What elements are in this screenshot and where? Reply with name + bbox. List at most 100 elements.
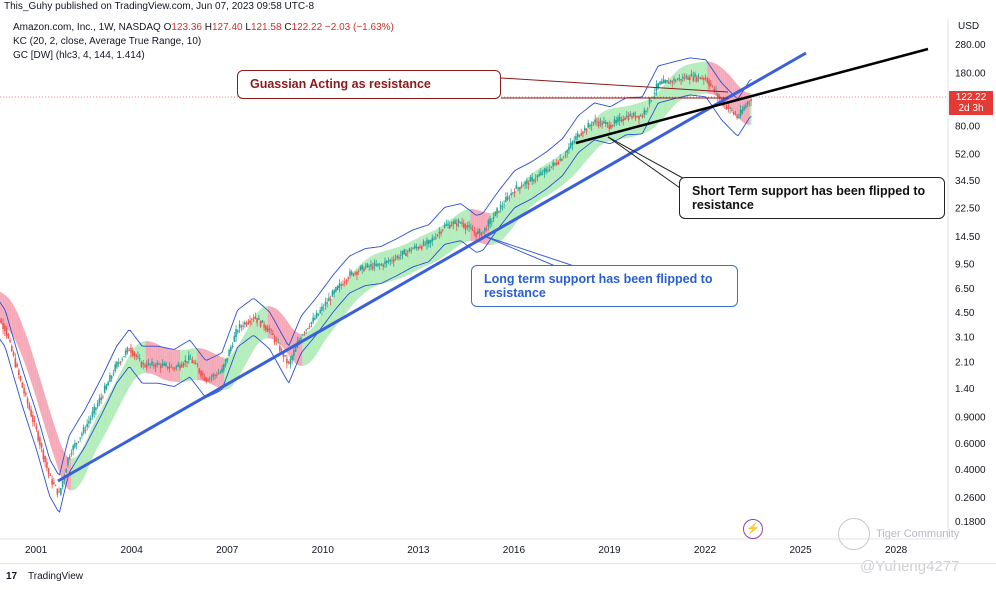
candle-body bbox=[85, 430, 87, 431]
candle-body bbox=[309, 326, 311, 327]
short-term-trendline bbox=[576, 49, 928, 143]
candle-body bbox=[481, 233, 483, 236]
candle-body bbox=[538, 174, 540, 176]
candle-body bbox=[207, 379, 209, 381]
gaussian-band-segment bbox=[256, 311, 258, 345]
long-term-support-callout[interactable]: Long term support has been flipped to re… bbox=[471, 265, 738, 307]
candle-body bbox=[512, 192, 514, 193]
gaussian-band-segment bbox=[52, 418, 54, 456]
candle-body bbox=[677, 80, 679, 81]
candle-body bbox=[44, 456, 46, 462]
candle-body bbox=[516, 185, 518, 189]
gaussian-band-segment bbox=[241, 337, 243, 372]
candle-body bbox=[572, 142, 574, 145]
candle-body bbox=[188, 355, 190, 360]
legend-high: 127.40 bbox=[212, 22, 243, 33]
candle-body bbox=[18, 370, 20, 375]
candle-body bbox=[15, 358, 17, 367]
candle-body bbox=[673, 79, 675, 81]
candle-body bbox=[174, 368, 176, 369]
bar-countdown: 2d 3h bbox=[949, 103, 993, 114]
candle-body bbox=[440, 232, 442, 234]
candle-body bbox=[547, 170, 549, 171]
candle-body bbox=[675, 80, 677, 81]
candle-body bbox=[214, 375, 216, 376]
candle-body bbox=[467, 226, 469, 227]
legend-low: 121.58 bbox=[251, 22, 282, 33]
candle-body bbox=[535, 179, 537, 180]
gaussian-band-segment bbox=[719, 66, 721, 99]
candle-body bbox=[127, 347, 129, 352]
gaussian-band-segment bbox=[411, 240, 413, 273]
candle-body bbox=[402, 251, 404, 255]
candle-body bbox=[204, 375, 206, 380]
tradingview-brand[interactable]: TradingView bbox=[28, 571, 83, 582]
lightning-icon[interactable]: ⚡ bbox=[743, 519, 763, 539]
candle-body bbox=[530, 177, 532, 181]
candle-body bbox=[470, 227, 472, 228]
candle-body bbox=[141, 362, 143, 367]
tradingview-logo-icon[interactable]: 17 bbox=[6, 571, 17, 582]
candle-body bbox=[232, 346, 234, 347]
candle-body bbox=[11, 346, 13, 351]
gaussian-band-segment bbox=[600, 112, 602, 145]
candle-body bbox=[116, 362, 118, 368]
y-tick-label: 34.50 bbox=[955, 176, 980, 187]
candle-body bbox=[330, 299, 332, 300]
gaussian-band-segment bbox=[658, 90, 660, 124]
x-tick-label: 2019 bbox=[598, 545, 621, 556]
candle-body bbox=[594, 119, 596, 122]
y-tick-label: 0.2600 bbox=[955, 493, 986, 504]
gaussian-band-segment bbox=[350, 274, 352, 308]
candle-body bbox=[86, 424, 88, 427]
candle-body bbox=[453, 222, 455, 224]
candle-body bbox=[78, 442, 80, 443]
gaussian-band-segment bbox=[631, 105, 633, 138]
gaussian-band-segment bbox=[316, 320, 318, 355]
candle-body bbox=[286, 359, 288, 363]
candle-body bbox=[650, 100, 652, 101]
candle-body bbox=[381, 264, 383, 265]
candle-body bbox=[69, 456, 71, 458]
candle-body bbox=[442, 230, 444, 231]
candle-body bbox=[43, 450, 45, 460]
candle-body bbox=[305, 330, 307, 331]
candle-body bbox=[326, 302, 328, 303]
candle-body bbox=[55, 485, 57, 486]
gaussian-band-segment bbox=[128, 354, 130, 389]
candle-body bbox=[502, 206, 504, 207]
candle-body bbox=[633, 113, 635, 116]
candle-body bbox=[284, 355, 286, 356]
candle-body bbox=[568, 147, 570, 150]
candle-body bbox=[474, 231, 476, 232]
indicator-kc[interactable]: KC (20, 2, close, Average True Range, 10… bbox=[13, 36, 201, 47]
candle-body bbox=[577, 133, 579, 137]
gaussian-band-segment bbox=[367, 257, 369, 290]
candle-body bbox=[707, 78, 709, 82]
candle-body bbox=[186, 361, 188, 363]
gaussian-band-segment bbox=[23, 327, 25, 364]
candle-body bbox=[184, 360, 186, 362]
x-tick-label: 2025 bbox=[789, 545, 812, 556]
candle-body bbox=[27, 399, 29, 404]
indicator-gc[interactable]: GC [DW] (hlc3, 4, 144, 1.414) bbox=[13, 50, 145, 61]
candle-body bbox=[92, 412, 94, 417]
gaussian-resistance-callout[interactable]: Guassian Acting as resistance bbox=[237, 70, 501, 99]
short-term-support-callout[interactable]: Short Term support has been flipped to r… bbox=[679, 177, 945, 219]
y-tick-label: 0.9000 bbox=[955, 413, 986, 424]
legend-open: 123.36 bbox=[171, 22, 202, 33]
candle-body bbox=[689, 77, 691, 80]
candle-body bbox=[197, 366, 199, 367]
y-tick-label: 80.00 bbox=[955, 121, 980, 132]
gaussian-band-segment bbox=[58, 436, 60, 474]
gaussian-band-segment bbox=[650, 97, 652, 130]
candle-body bbox=[179, 365, 181, 368]
gaussian-band-segment bbox=[717, 64, 719, 97]
candle-body bbox=[561, 159, 563, 161]
candle-body bbox=[234, 336, 236, 342]
candle-body bbox=[300, 338, 302, 339]
candle-body bbox=[46, 462, 48, 468]
gaussian-band-segment bbox=[127, 357, 129, 392]
candle-body bbox=[726, 105, 728, 109]
candle-body bbox=[269, 329, 271, 330]
